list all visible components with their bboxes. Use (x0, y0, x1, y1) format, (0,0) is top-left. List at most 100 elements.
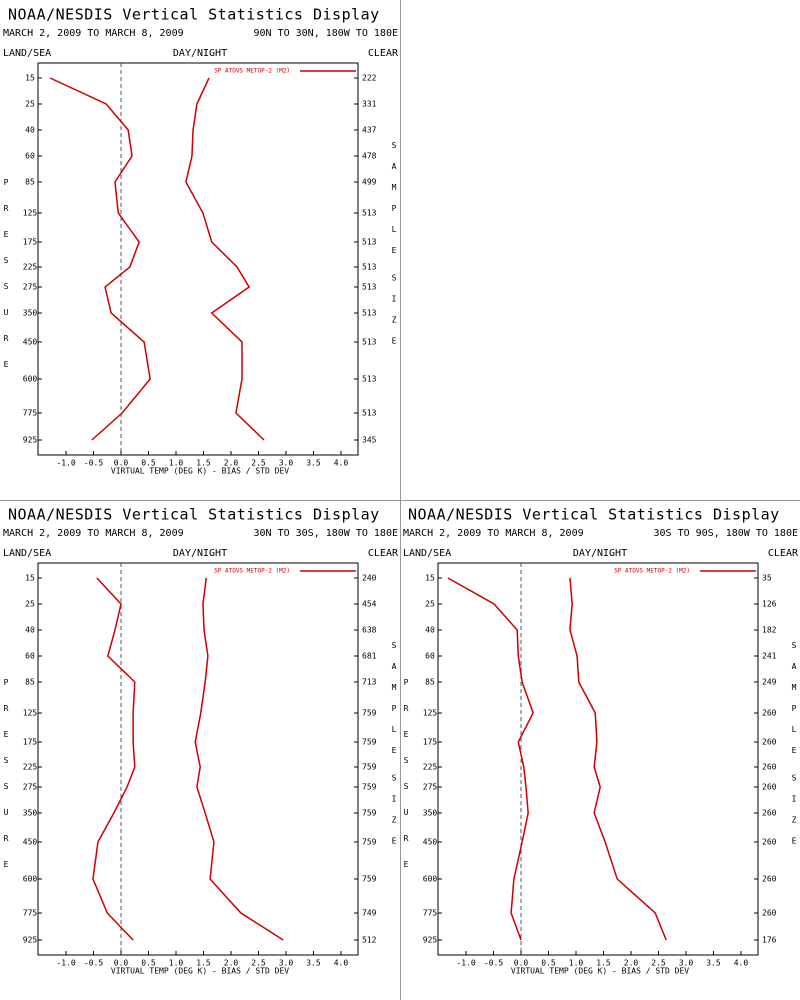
sample-size: 512 (362, 936, 377, 945)
cloud-label: CLEAR (768, 548, 799, 559)
x-tick-label: 2.5 (251, 959, 266, 968)
x-tick-label: 3.5 (306, 459, 321, 468)
cloud-label: CLEAR (368, 48, 399, 59)
sample-size: 681 (362, 652, 377, 661)
chart-title: NOAA/NESDIS Vertical Statistics Display (8, 6, 380, 24)
date-range: MARCH 2, 2009 TO MARCH 8, 2009 (3, 528, 184, 539)
sample-size: 478 (362, 152, 377, 161)
y-tick-label: 600 (423, 875, 438, 884)
y-tick-label: 175 (23, 738, 38, 747)
sample-size: 260 (762, 738, 777, 747)
y-tick-label: 775 (23, 409, 38, 418)
x-tick-label: 2.0 (624, 959, 639, 968)
x-axis-label: VIRTUAL TEMP (DEG K) - BIAS / STD DEV (511, 967, 689, 976)
y-tick-label: 85 (25, 678, 35, 687)
x-tick-label: 1.0 (569, 959, 584, 968)
x-tick-label: -1.0 (56, 459, 75, 468)
x-tick-label: 3.5 (706, 959, 721, 968)
sample-size: 126 (762, 600, 777, 609)
chart-panel: NOAA/NESDIS Vertical Statistics Display M… (3, 506, 399, 976)
region: 30S TO 90S, 180W TO 180E (654, 528, 799, 539)
sample-size: 260 (762, 838, 777, 847)
surface-label: LAND/SEA (3, 548, 51, 559)
sample-size: 222 (362, 74, 377, 83)
x-tick-label: 0.0 (114, 459, 129, 468)
sample-size: 260 (762, 909, 777, 918)
sample-size: 454 (362, 600, 377, 609)
sample-size: 759 (362, 838, 377, 847)
y-tick-label: 25 (25, 600, 35, 609)
x-tick-label: 1.5 (196, 959, 211, 968)
y-tick-label: 225 (423, 763, 438, 772)
sample-size: 759 (362, 783, 377, 792)
x-tick-label: 3.0 (279, 459, 294, 468)
x-tick-label: -0.5 (84, 459, 103, 468)
plot-frame (37, 62, 359, 456)
y-tick-label: 225 (23, 263, 38, 272)
x-tick-label: 1.5 (596, 959, 611, 968)
x-axis-label: VIRTUAL TEMP (DEG K) - BIAS / STD DEV (111, 967, 289, 976)
x-tick-label: 4.0 (334, 959, 349, 968)
sample-size: 176 (762, 936, 777, 945)
y-tick-label: 15 (425, 574, 435, 583)
sample-size: 241 (762, 652, 777, 661)
sample-size: 759 (362, 738, 377, 747)
date-range: MARCH 2, 2009 TO MARCH 8, 2009 (403, 528, 584, 539)
sample-size: 260 (762, 763, 777, 772)
y-tick-label: 925 (23, 936, 38, 945)
time-label: DAY/NIGHT (173, 48, 227, 59)
data-line (447, 577, 534, 941)
y-tick-label: 600 (23, 875, 38, 884)
y-tick-label: 125 (423, 709, 438, 718)
y-tick-label: 60 (25, 652, 35, 661)
x-axis-label: VIRTUAL TEMP (DEG K) - BIAS / STD DEV (111, 467, 289, 476)
x-tick-label: 1.0 (169, 459, 184, 468)
y-tick-label: 225 (23, 763, 38, 772)
sample-size: 759 (362, 875, 377, 884)
y-tick-label: 25 (425, 600, 435, 609)
sample-size: 759 (362, 709, 377, 718)
y-tick-label: 775 (423, 909, 438, 918)
plot-frame (37, 562, 359, 956)
sample-size: 240 (362, 574, 377, 583)
cloud-label: CLEAR (368, 548, 399, 559)
y-tick-label: 40 (25, 626, 35, 635)
y-tick-label: 350 (23, 809, 38, 818)
surface-label: LAND/SEA (3, 48, 51, 59)
plot-frame (437, 562, 759, 956)
data-line (194, 577, 284, 941)
sample-size: 437 (362, 126, 377, 135)
x-tick-label: -1.0 (456, 959, 475, 968)
y-tick-label: 40 (425, 626, 435, 635)
data-line (569, 577, 667, 941)
sample-size: 759 (362, 809, 377, 818)
sample-size: 499 (362, 178, 377, 187)
x-tick-label: 4.0 (734, 959, 749, 968)
sample-size: 713 (362, 678, 377, 687)
sample-size: 182 (762, 626, 777, 635)
legend-label: SP ATOVS METOP-2 (M2) (214, 568, 290, 575)
y-tick-label: 60 (425, 652, 435, 661)
data-line (92, 577, 136, 941)
y-tick-label: 175 (23, 238, 38, 247)
y-tick-label: 40 (25, 126, 35, 135)
surface-label: LAND/SEA (403, 548, 451, 559)
x-tick-label: 2.5 (251, 459, 266, 468)
chart-panel: NOAA/NESDIS Vertical Statistics Display M… (3, 6, 399, 476)
y-tick-label: 125 (23, 209, 38, 218)
y-tick-label: 15 (25, 74, 35, 83)
x-tick-label: 2.5 (651, 959, 666, 968)
x-tick-label: 1.5 (196, 459, 211, 468)
y-tick-label: 350 (23, 309, 38, 318)
x-tick-label: 3.0 (679, 959, 694, 968)
chart-panel: NOAA/NESDIS Vertical Statistics Display M… (403, 506, 799, 976)
sample-size: 260 (762, 709, 777, 718)
sample-size: 513 (362, 263, 377, 272)
chart-title: NOAA/NESDIS Vertical Statistics Display (408, 506, 780, 524)
region: 90N TO 30N, 180W TO 180E (254, 28, 399, 39)
sample-size: 749 (362, 909, 377, 918)
